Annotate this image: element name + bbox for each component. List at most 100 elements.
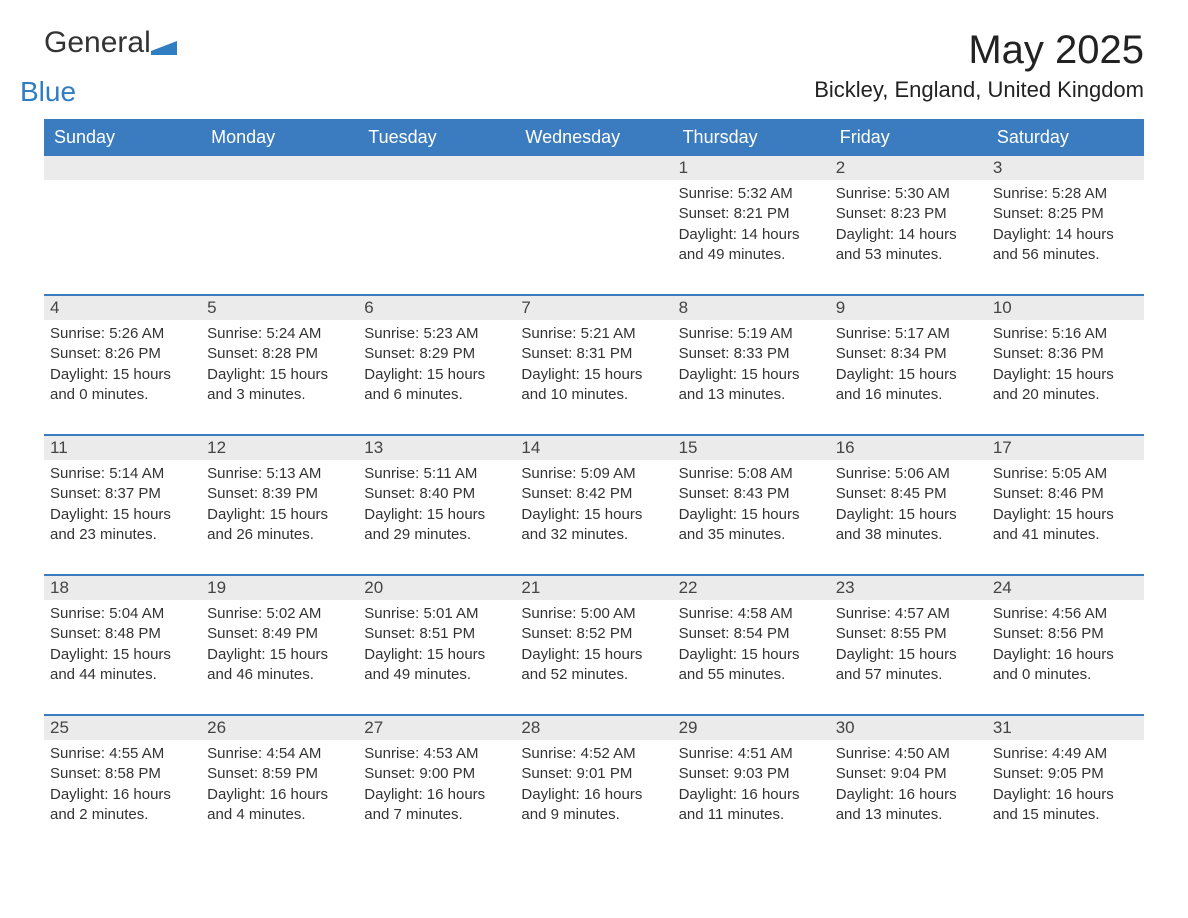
day-cell: 21Sunrise: 5:00 AMSunset: 8:52 PMDayligh… — [515, 576, 672, 706]
day-line: Sunrise: 4:49 AM — [993, 744, 1138, 764]
day-line: Sunset: 9:01 PM — [521, 764, 666, 784]
logo-text-general: General — [44, 26, 151, 59]
day-cell: 9Sunrise: 5:17 AMSunset: 8:34 PMDaylight… — [830, 296, 987, 426]
day-line: and 15 minutes. — [993, 805, 1138, 825]
day-line: Sunrise: 5:13 AM — [207, 464, 352, 484]
day-line: Daylight: 16 hours — [679, 785, 824, 805]
day-line: Sunset: 8:31 PM — [521, 344, 666, 364]
day-line: Daylight: 14 hours — [836, 225, 981, 245]
day-line: Sunrise: 5:01 AM — [364, 604, 509, 624]
day-data: Sunrise: 5:32 AMSunset: 8:21 PMDaylight:… — [679, 184, 824, 265]
day-number: . — [358, 156, 515, 180]
day-line: Sunrise: 5:30 AM — [836, 184, 981, 204]
day-cell: 27Sunrise: 4:53 AMSunset: 9:00 PMDayligh… — [358, 716, 515, 846]
day-number: 13 — [358, 436, 515, 460]
day-line: Daylight: 14 hours — [993, 225, 1138, 245]
day-line: Daylight: 16 hours — [836, 785, 981, 805]
day-cell: 17Sunrise: 5:05 AMSunset: 8:46 PMDayligh… — [987, 436, 1144, 566]
day-number: 15 — [673, 436, 830, 460]
day-line: Sunset: 8:42 PM — [521, 484, 666, 504]
day-number: 19 — [201, 576, 358, 600]
day-line: Sunset: 8:59 PM — [207, 764, 352, 784]
day-line: and 49 minutes. — [364, 665, 509, 685]
day-line: Daylight: 15 hours — [521, 645, 666, 665]
day-data: Sunrise: 5:05 AMSunset: 8:46 PMDaylight:… — [993, 464, 1138, 545]
day-data: Sunrise: 4:58 AMSunset: 8:54 PMDaylight:… — [679, 604, 824, 685]
day-line: Sunrise: 5:06 AM — [836, 464, 981, 484]
day-line: Sunrise: 4:58 AM — [679, 604, 824, 624]
day-line: Daylight: 15 hours — [679, 365, 824, 385]
day-number: 6 — [358, 296, 515, 320]
day-line: Daylight: 15 hours — [207, 365, 352, 385]
day-number: 27 — [358, 716, 515, 740]
week-row: 4Sunrise: 5:26 AMSunset: 8:26 PMDaylight… — [44, 294, 1144, 426]
day-number: 20 — [358, 576, 515, 600]
calendar: Sunday Monday Tuesday Wednesday Thursday… — [44, 119, 1144, 846]
day-data: Sunrise: 5:17 AMSunset: 8:34 PMDaylight:… — [836, 324, 981, 405]
day-line: Daylight: 15 hours — [836, 505, 981, 525]
day-line: and 9 minutes. — [521, 805, 666, 825]
day-number: 14 — [515, 436, 672, 460]
day-line: and 55 minutes. — [679, 665, 824, 685]
day-line: and 13 minutes. — [679, 385, 824, 405]
day-data: Sunrise: 5:26 AMSunset: 8:26 PMDaylight:… — [50, 324, 195, 405]
day-line: Daylight: 15 hours — [364, 365, 509, 385]
day-line: Sunset: 8:48 PM — [50, 624, 195, 644]
day-line: and 11 minutes. — [679, 805, 824, 825]
day-line: Daylight: 15 hours — [50, 645, 195, 665]
day-line: Sunrise: 5:08 AM — [679, 464, 824, 484]
day-line: Sunrise: 4:50 AM — [836, 744, 981, 764]
day-cell: 12Sunrise: 5:13 AMSunset: 8:39 PMDayligh… — [201, 436, 358, 566]
day-line: and 44 minutes. — [50, 665, 195, 685]
day-line: and 29 minutes. — [364, 525, 509, 545]
day-line: Sunset: 8:40 PM — [364, 484, 509, 504]
day-line: Sunset: 8:52 PM — [521, 624, 666, 644]
day-data: Sunrise: 4:52 AMSunset: 9:01 PMDaylight:… — [521, 744, 666, 825]
day-number: 31 — [987, 716, 1144, 740]
day-line: and 52 minutes. — [521, 665, 666, 685]
day-line: Daylight: 15 hours — [993, 505, 1138, 525]
day-data: Sunrise: 4:51 AMSunset: 9:03 PMDaylight:… — [679, 744, 824, 825]
day-cell: 22Sunrise: 4:58 AMSunset: 8:54 PMDayligh… — [673, 576, 830, 706]
day-cell: 16Sunrise: 5:06 AMSunset: 8:45 PMDayligh… — [830, 436, 987, 566]
day-data: Sunrise: 5:14 AMSunset: 8:37 PMDaylight:… — [50, 464, 195, 545]
day-data: Sunrise: 5:24 AMSunset: 8:28 PMDaylight:… — [207, 324, 352, 405]
day-data: Sunrise: 4:56 AMSunset: 8:56 PMDaylight:… — [993, 604, 1138, 685]
day-cell: 13Sunrise: 5:11 AMSunset: 8:40 PMDayligh… — [358, 436, 515, 566]
day-data: Sunrise: 5:19 AMSunset: 8:33 PMDaylight:… — [679, 324, 824, 405]
day-cell: 18Sunrise: 5:04 AMSunset: 8:48 PMDayligh… — [44, 576, 201, 706]
day-line: Sunrise: 4:52 AM — [521, 744, 666, 764]
day-line: Sunset: 8:21 PM — [679, 204, 824, 224]
day-line: Daylight: 16 hours — [364, 785, 509, 805]
day-cell: 23Sunrise: 4:57 AMSunset: 8:55 PMDayligh… — [830, 576, 987, 706]
weekday-header: Sunday Monday Tuesday Wednesday Thursday… — [44, 119, 1144, 156]
day-data: Sunrise: 4:49 AMSunset: 9:05 PMDaylight:… — [993, 744, 1138, 825]
day-line: Sunset: 8:49 PM — [207, 624, 352, 644]
day-line: and 49 minutes. — [679, 245, 824, 265]
day-line: and 2 minutes. — [50, 805, 195, 825]
day-line: Sunset: 9:03 PM — [679, 764, 824, 784]
day-number: 1 — [673, 156, 830, 180]
flag-icon — [151, 37, 177, 55]
day-line: Sunset: 8:58 PM — [50, 764, 195, 784]
day-cell: 8Sunrise: 5:19 AMSunset: 8:33 PMDaylight… — [673, 296, 830, 426]
day-line: Sunset: 8:25 PM — [993, 204, 1138, 224]
day-cell: 30Sunrise: 4:50 AMSunset: 9:04 PMDayligh… — [830, 716, 987, 846]
day-line: and 4 minutes. — [207, 805, 352, 825]
day-line: Daylight: 15 hours — [364, 645, 509, 665]
day-line: Sunset: 8:54 PM — [679, 624, 824, 644]
day-cell: 19Sunrise: 5:02 AMSunset: 8:49 PMDayligh… — [201, 576, 358, 706]
day-cell: . — [201, 156, 358, 286]
day-line: Daylight: 15 hours — [836, 645, 981, 665]
day-line: Daylight: 16 hours — [993, 785, 1138, 805]
day-line: and 23 minutes. — [50, 525, 195, 545]
day-data: Sunrise: 5:16 AMSunset: 8:36 PMDaylight:… — [993, 324, 1138, 405]
day-data: Sunrise: 5:09 AMSunset: 8:42 PMDaylight:… — [521, 464, 666, 545]
day-line: Sunset: 8:39 PM — [207, 484, 352, 504]
day-line: Sunrise: 5:26 AM — [50, 324, 195, 344]
day-number: 29 — [673, 716, 830, 740]
weekday-monday: Monday — [201, 119, 358, 156]
day-line: Sunrise: 4:51 AM — [679, 744, 824, 764]
day-line: Sunset: 8:29 PM — [364, 344, 509, 364]
day-line: Daylight: 16 hours — [50, 785, 195, 805]
